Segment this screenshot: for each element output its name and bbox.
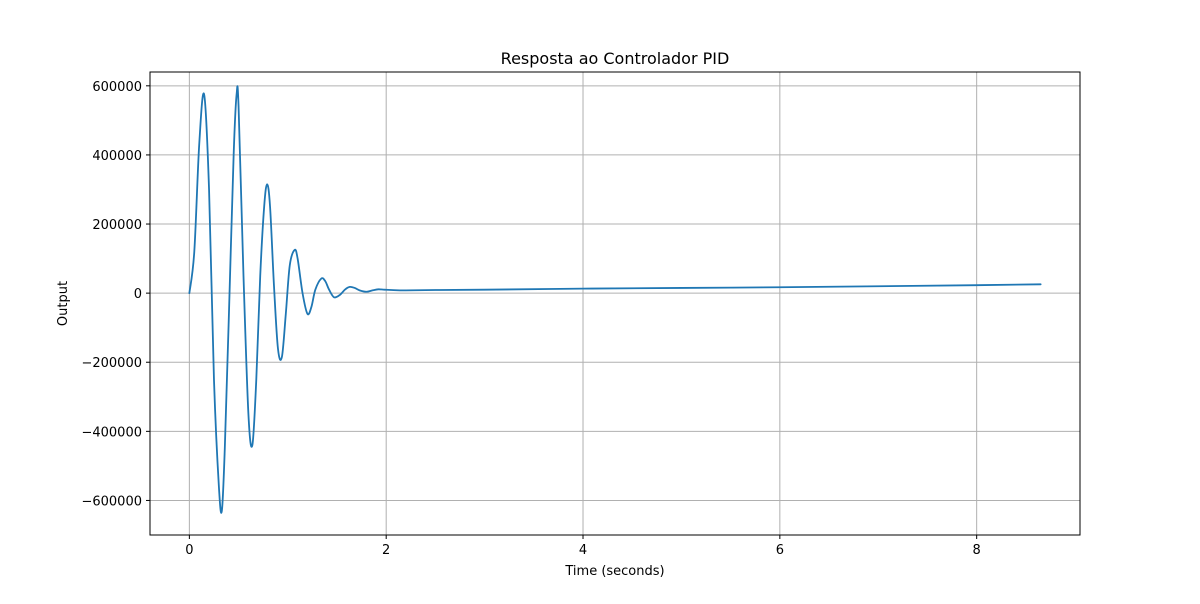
plot-frame xyxy=(149,71,1081,536)
x-axis-title: Time (seconds) xyxy=(564,564,664,579)
x-tick-label: 0 xyxy=(185,543,193,558)
x-tick-label: 6 xyxy=(776,543,784,558)
series-line-output xyxy=(188,85,1042,514)
y-tick-label: −600000 xyxy=(81,494,142,509)
x-tick-label: 4 xyxy=(579,543,587,558)
y-tick-label: 200000 xyxy=(92,218,142,233)
y-axis-title: Output xyxy=(56,281,71,326)
y-tick-label: −400000 xyxy=(81,425,142,440)
tick-layer: 0 2 4 6 8 600000 400000 200000 0 −200000 −400000 −6… xyxy=(81,80,980,558)
grid-layer xyxy=(150,72,1080,535)
y-tick-label: 0 xyxy=(134,287,142,302)
y-tick-label: 600000 xyxy=(92,80,142,95)
chart-title: Resposta ao Controlador PID xyxy=(501,49,730,68)
y-tick-label: −200000 xyxy=(81,356,142,371)
y-tick-label: 400000 xyxy=(92,149,142,164)
x-tick-label: 8 xyxy=(973,543,981,558)
line-layer xyxy=(188,85,1042,514)
x-tick-label: 2 xyxy=(382,543,390,558)
